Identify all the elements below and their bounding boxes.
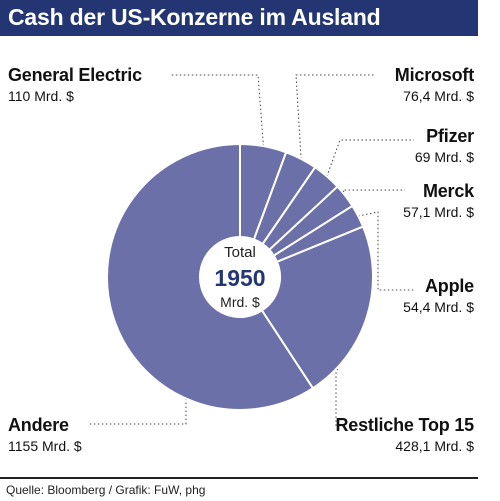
label-value: 1155 Mrd. $ — [8, 438, 82, 454]
donut-chart: Total 1950 Mrd. $ — [88, 74, 414, 428]
leader-lines — [88, 74, 414, 428]
label-value: 110 Mrd. $ — [8, 88, 74, 104]
center-total-label: Total — [224, 244, 256, 261]
slice-restliche-top-15 — [260, 225, 374, 390]
label-restliche-top-15: Restliche Top 15 428,1 Mrd. $ — [335, 414, 474, 456]
label-value: 76,4 Mrd. $ — [403, 88, 474, 104]
label-value: 69 Mrd. $ — [414, 149, 474, 165]
title-bar: Cash der US-Konzerne im Ausland — [0, 0, 478, 36]
bottom-rule — [0, 477, 478, 479]
label-name: Merck — [422, 181, 474, 201]
slice-andere — [106, 142, 315, 411]
leader-line-microsoft — [295, 74, 375, 159]
label-merck: Merck 57,1 Mrd. $ — [403, 180, 474, 222]
source-note: Quelle: Bloomberg / Grafik: FuW, phg — [6, 483, 206, 497]
label-name: General Electric — [8, 65, 142, 85]
center-total-unit: Mrd. $ — [220, 294, 260, 310]
center-total-value: 1950 — [214, 265, 265, 291]
label-name: Pfizer — [426, 126, 474, 146]
leader-line-apple — [358, 211, 414, 291]
label-apple: Apple 54,4 Mrd. $ — [403, 275, 474, 317]
leader-line-general-electric — [170, 74, 264, 147]
label-name: Microsoft — [394, 65, 474, 85]
label-pfizer: Pfizer 69 Mrd. $ — [415, 125, 474, 167]
leader-line-pfizer — [326, 139, 414, 177]
label-value: 57,1 Mrd. $ — [403, 204, 474, 220]
leader-line-restliche-top-15 — [335, 316, 368, 428]
donut-slices — [106, 142, 374, 411]
label-value: 54,4 Mrd. $ — [403, 299, 474, 315]
label-andere: Andere 1155 Mrd. $ — [8, 414, 82, 456]
chart-title: Cash der US-Konzerne im Ausland — [8, 4, 381, 30]
label-name: Andere — [8, 415, 69, 435]
label-value: 428,1 Mrd. $ — [395, 438, 474, 454]
label-name: Restliche Top 15 — [335, 415, 474, 435]
leader-line-merck — [342, 189, 405, 197]
label-name: Apple — [424, 276, 474, 296]
label-microsoft: Microsoft 76,4 Mrd. $ — [395, 64, 474, 106]
label-general-electric: General Electric 110 Mrd. $ — [8, 64, 142, 106]
